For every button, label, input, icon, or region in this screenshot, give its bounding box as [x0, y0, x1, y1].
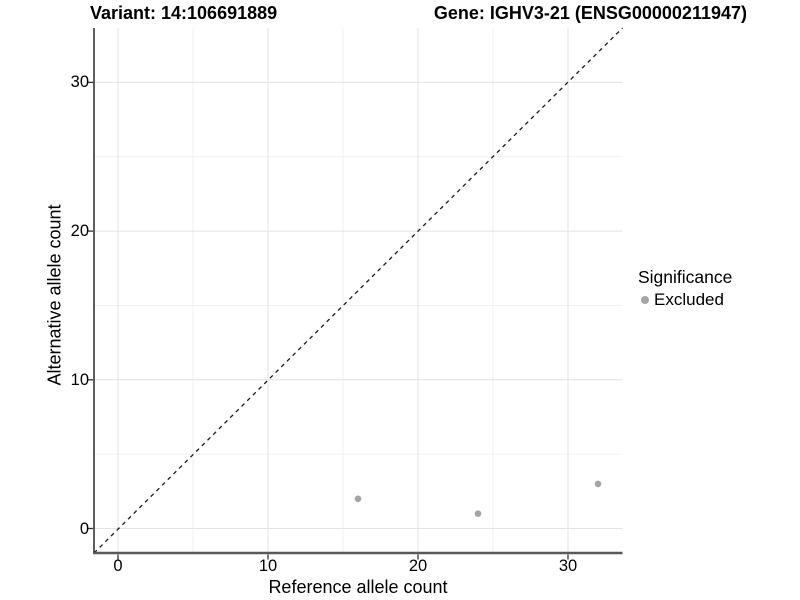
gene-title: Gene: IGHV3-21 (ENSG00000211947) [433, 3, 747, 23]
x-tick-label: 10 [258, 557, 278, 575]
x-axis-title: Reference allele count [268, 577, 448, 597]
x-tick-label: 0 [113, 557, 123, 575]
y-tick-label: 30 [70, 73, 89, 92]
legend-item-excluded: Excluded [638, 291, 732, 309]
data-point [354, 495, 362, 503]
y-tick-label: 0 [79, 519, 89, 538]
legend: Significance Excluded [638, 268, 732, 309]
y-tick-label: 10 [70, 370, 89, 389]
legend-item-label: Excluded [654, 290, 724, 309]
variant-title: Variant: 14:106691889 [90, 3, 278, 23]
legend-title: Significance [638, 267, 733, 287]
excluded-point-icon [641, 296, 649, 304]
y-tick-label: 20 [70, 222, 89, 241]
x-tick-label: 20 [408, 557, 428, 575]
identity-dashed-line [93, 27, 623, 554]
data-point [474, 510, 482, 517]
data-point [594, 480, 602, 488]
x-tick-label: 30 [558, 557, 578, 575]
